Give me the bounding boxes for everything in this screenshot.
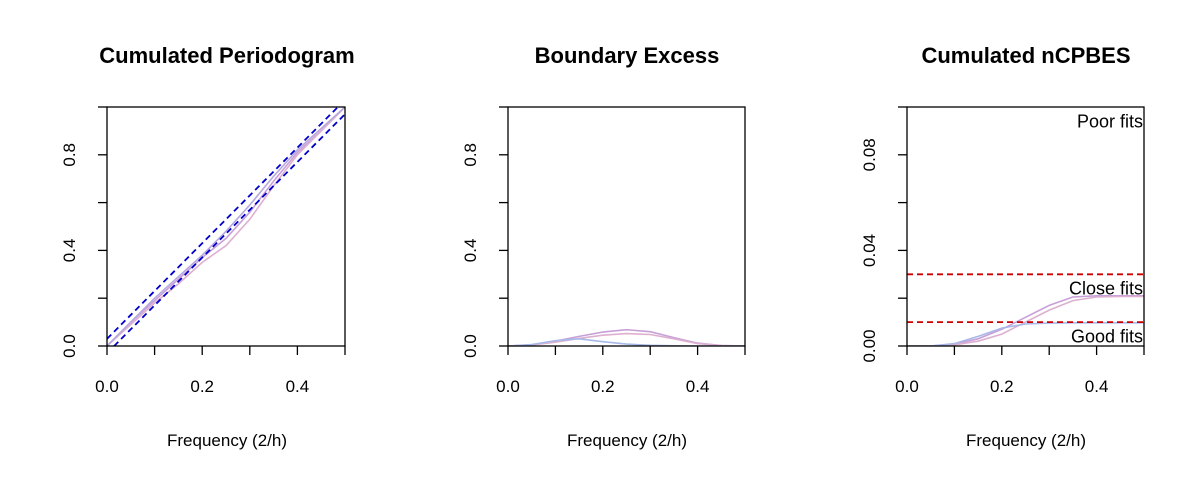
panel-cumulated-periodogram: Cumulated Periodogram Frequency (2/h) 0.… xyxy=(60,43,355,450)
annotation-label: Good fits xyxy=(1071,326,1143,346)
x-tick-label: 0.4 xyxy=(686,377,710,396)
panel-title: Boundary Excess xyxy=(535,43,720,68)
panel-boundary-excess: Boundary Excess Frequency (2/h) 0.0 0.2 0.… xyxy=(461,43,746,450)
series-line-1 xyxy=(107,107,345,346)
y-tick-label: 0.4 xyxy=(461,239,480,263)
x-tick-label: 0.2 xyxy=(990,377,1014,396)
panel-title: Cumulated Periodogram xyxy=(99,43,354,68)
x-tick-label: 0.4 xyxy=(1085,377,1109,396)
plot-area xyxy=(508,328,745,346)
x-tick-label: 0.2 xyxy=(591,377,615,396)
y-tick-label: 0.04 xyxy=(860,234,879,267)
plot-area xyxy=(907,273,1144,346)
series-line-3 xyxy=(508,337,745,346)
series-line-3 xyxy=(907,321,1144,346)
annotation-label: Close fits xyxy=(1069,279,1143,299)
y-tick-label: 0.8 xyxy=(461,143,480,167)
x-axis-label: Frequency (2/h) xyxy=(167,431,287,450)
annotation-label: Poor fits xyxy=(1077,111,1143,131)
series-line-2 xyxy=(508,332,745,346)
plot-area xyxy=(107,107,345,346)
y-tick-label: 0.0 xyxy=(461,334,480,358)
series-line-2 xyxy=(107,107,345,346)
plot-frame xyxy=(507,106,746,347)
x-tick-label: 0.2 xyxy=(190,377,214,396)
plot-frame xyxy=(106,106,346,347)
plot-frame xyxy=(906,106,1145,347)
y-tick-label: 0.4 xyxy=(60,239,79,263)
x-tick-label: 0.0 xyxy=(95,377,119,396)
y-tick-label: 0.8 xyxy=(60,143,79,167)
x-tick-label: 0.0 xyxy=(895,377,919,396)
panel-cumulated-ncpbes: Cumulated nCPBES Frequency (2/h) 0.0 0.2 0… xyxy=(860,43,1145,450)
boundary-line-2 xyxy=(112,113,345,346)
y-tick-label: 0.00 xyxy=(860,329,879,362)
panel-title: Cumulated nCPBES xyxy=(921,43,1130,68)
y-tick-label: 0.0 xyxy=(60,334,79,358)
x-axis-label: Frequency (2/h) xyxy=(567,431,687,450)
series-line-3 xyxy=(107,107,345,346)
x-axis-label: Frequency (2/h) xyxy=(966,431,1086,450)
x-tick-label: 0.4 xyxy=(286,377,310,396)
x-tick-label: 0.0 xyxy=(496,377,520,396)
boundary-line-1 xyxy=(107,107,340,340)
y-tick-label: 0.08 xyxy=(860,138,879,171)
